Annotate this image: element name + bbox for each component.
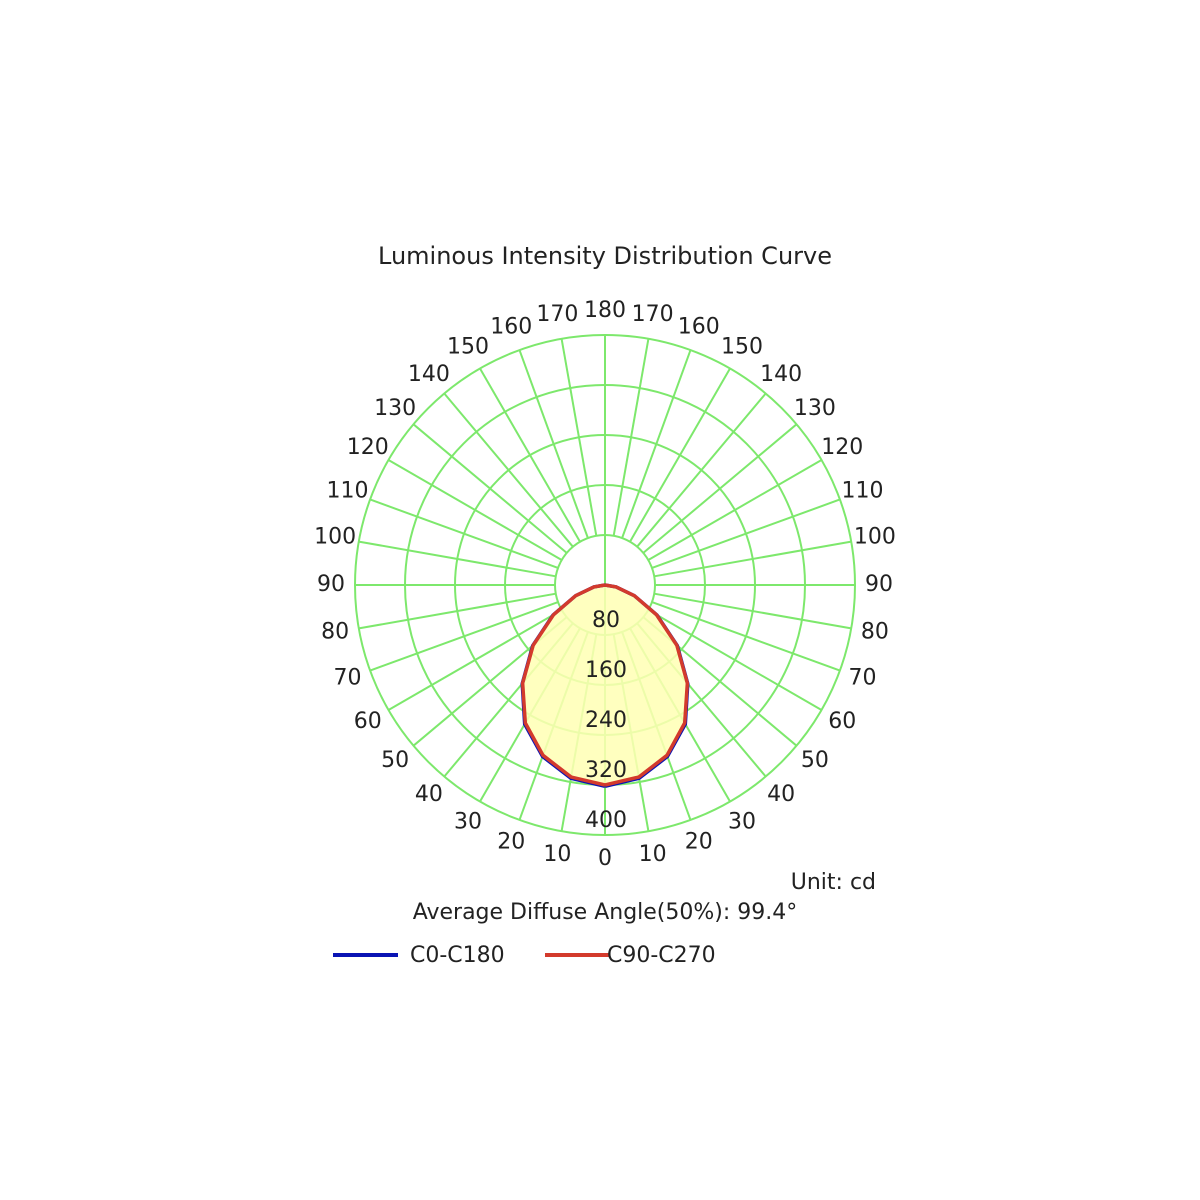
r-tick-label: 240 — [585, 708, 627, 733]
grid-spoke — [479, 367, 581, 543]
grid-spoke — [629, 367, 731, 543]
angle-label: 40 — [415, 782, 443, 807]
angle-label: 110 — [327, 478, 369, 503]
note: Average Diffuse Angle(50%): 99.4° — [413, 900, 798, 925]
angle-label: 150 — [447, 335, 489, 360]
legend-label: C0-C180 — [410, 943, 505, 968]
grid-spoke — [651, 601, 841, 672]
angle-label: 140 — [760, 362, 802, 387]
angle-label: 120 — [821, 435, 863, 460]
grid-spoke — [636, 392, 767, 548]
angle-label: 50 — [381, 748, 409, 773]
angle-label: 20 — [685, 829, 713, 854]
angle-label: 100 — [314, 524, 356, 549]
r-tick-label: 400 — [585, 808, 627, 833]
grid-spoke — [647, 609, 823, 711]
grid-spoke — [369, 498, 559, 569]
angle-label: 140 — [408, 362, 450, 387]
angle-label: 10 — [543, 842, 571, 867]
angle-label: 180 — [584, 298, 626, 323]
angle-label: 90 — [865, 572, 893, 597]
chart-title: Luminous Intensity Distribution Curve — [378, 242, 832, 270]
grid-spoke — [518, 349, 589, 539]
grid-spoke — [387, 609, 563, 711]
grid-spoke — [642, 423, 798, 554]
grid-spoke — [369, 601, 559, 672]
grid-spoke — [654, 540, 852, 578]
angle-label: 40 — [767, 782, 795, 807]
grid-spoke — [621, 349, 692, 539]
angle-label: 100 — [854, 524, 896, 549]
r-tick-label: 320 — [585, 758, 627, 783]
unit-label: Unit: cd — [791, 870, 876, 895]
angle-label: 90 — [317, 572, 345, 597]
angle-label: 10 — [639, 842, 667, 867]
angle-label: 80 — [321, 620, 349, 645]
angle-label: 170 — [536, 302, 578, 327]
angle-label: 60 — [354, 709, 382, 734]
angle-label: 150 — [721, 335, 763, 360]
grid-spoke — [651, 498, 841, 569]
grid-spoke — [358, 592, 556, 630]
series-line — [520, 583, 606, 787]
angle-label: 160 — [490, 315, 532, 340]
angle-label: 0 — [598, 846, 612, 871]
grid-spoke — [358, 540, 556, 578]
grid-spoke — [443, 392, 574, 548]
angle-label: 110 — [841, 478, 883, 503]
grid-spoke — [560, 338, 598, 536]
angle-label: 160 — [678, 315, 720, 340]
angle-label: 70 — [848, 666, 876, 691]
angle-label: 130 — [374, 396, 416, 421]
grid-spoke — [612, 338, 650, 536]
legend-label: C90-C270 — [607, 943, 716, 968]
angle-label: 170 — [632, 302, 674, 327]
grid-spoke — [412, 423, 568, 554]
r-tick-label: 80 — [592, 608, 620, 633]
angle-label: 70 — [334, 666, 362, 691]
r-tick-label: 160 — [585, 658, 627, 683]
angle-label: 30 — [728, 809, 756, 834]
series-line — [604, 583, 690, 787]
angle-label: 80 — [861, 620, 889, 645]
grid-spoke — [654, 592, 852, 630]
angle-label: 50 — [801, 748, 829, 773]
angle-label: 20 — [497, 829, 525, 854]
grid-spoke — [387, 459, 563, 561]
angle-label: 130 — [794, 396, 836, 421]
area-fill — [522, 585, 688, 785]
angle-label: 60 — [828, 709, 856, 734]
angle-label: 120 — [347, 435, 389, 460]
grid-spoke — [647, 459, 823, 561]
angle-label: 30 — [454, 809, 482, 834]
